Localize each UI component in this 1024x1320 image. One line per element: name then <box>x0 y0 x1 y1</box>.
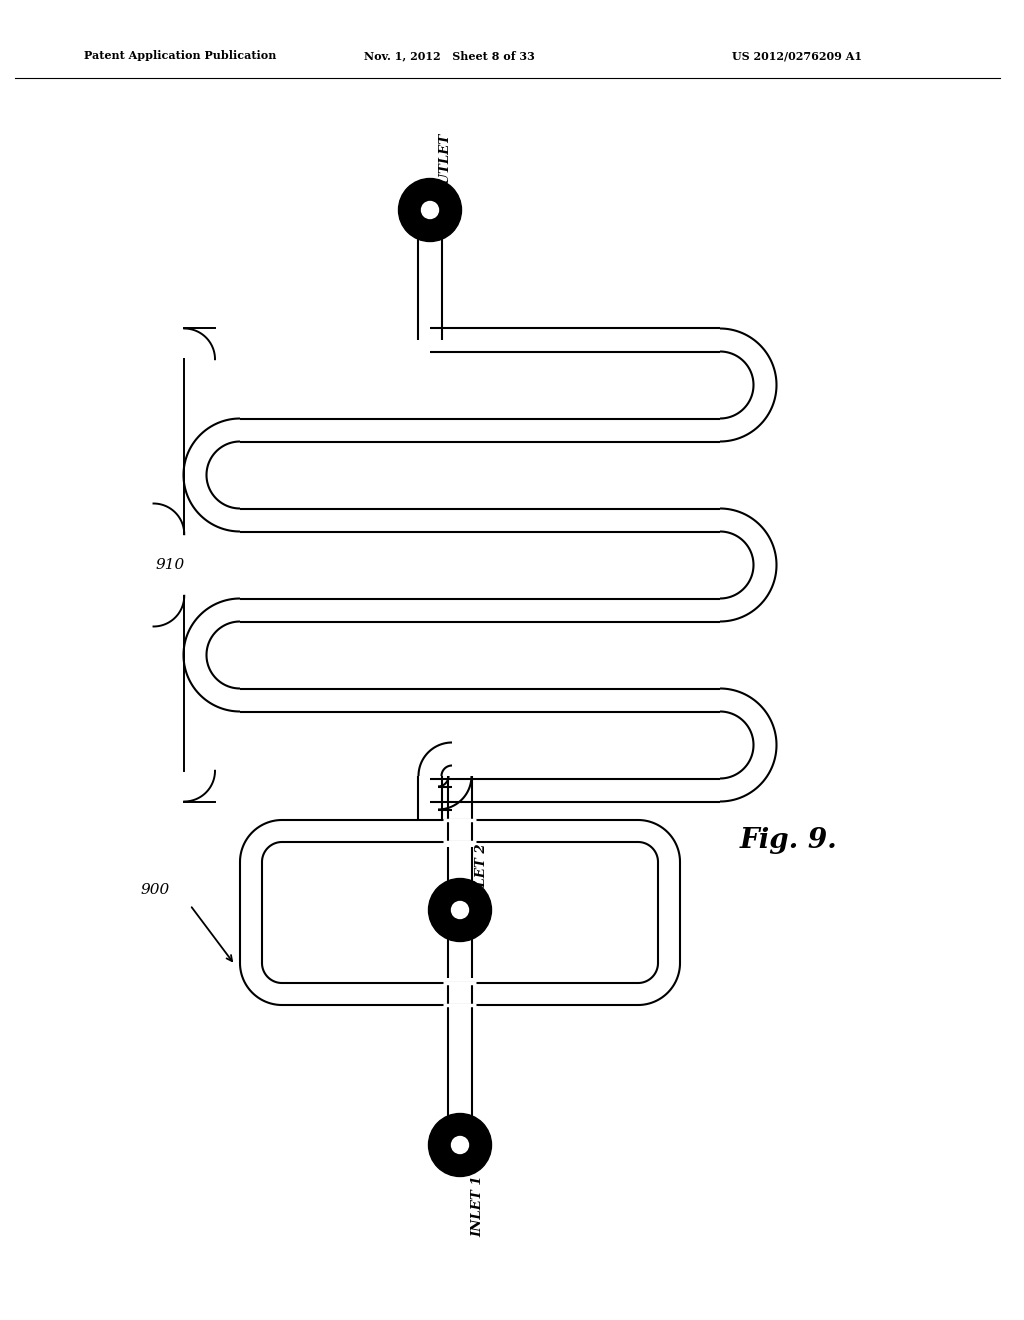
Text: Fig. 9.: Fig. 9. <box>740 826 838 854</box>
Text: US 2012/0276209 A1: US 2012/0276209 A1 <box>732 50 862 62</box>
Text: 910: 910 <box>156 558 184 572</box>
Text: 900: 900 <box>140 883 170 898</box>
Circle shape <box>428 1114 492 1176</box>
Circle shape <box>428 879 492 941</box>
Circle shape <box>452 1137 469 1154</box>
Text: OUTLET: OUTLET <box>438 133 452 195</box>
Text: INLET 1: INLET 1 <box>471 1175 484 1237</box>
Circle shape <box>422 202 438 219</box>
Circle shape <box>452 902 469 919</box>
Text: Patent Application Publication: Patent Application Publication <box>84 50 276 62</box>
Text: Nov. 1, 2012   Sheet 8 of 33: Nov. 1, 2012 Sheet 8 of 33 <box>364 50 535 62</box>
Circle shape <box>398 178 462 242</box>
Text: INLET 2: INLET 2 <box>475 843 488 906</box>
